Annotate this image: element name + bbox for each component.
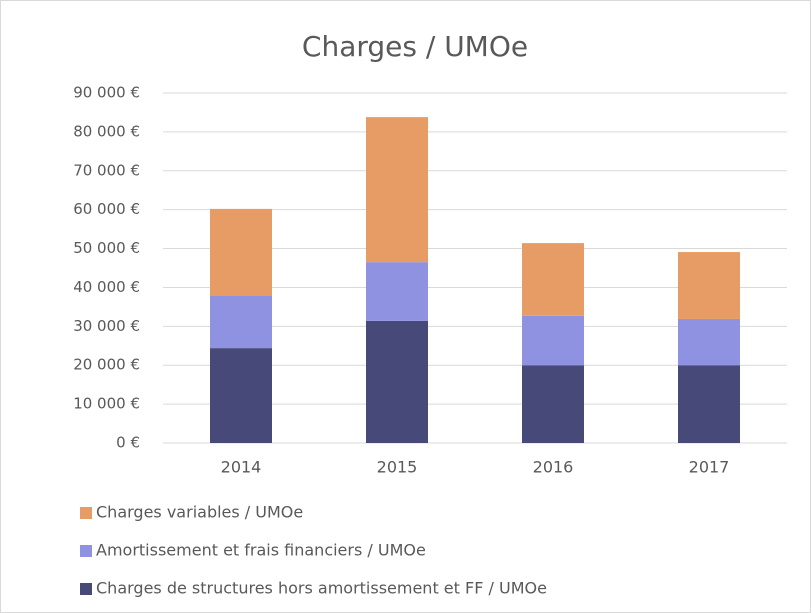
bar-segment	[366, 262, 428, 321]
y-tick-label: 40 000 €	[73, 278, 140, 296]
y-tick-label: 90 000 €	[73, 84, 140, 102]
legend-swatch	[80, 545, 92, 557]
bar-segment	[210, 296, 272, 349]
bar-segment	[366, 320, 428, 443]
x-tick-label: 2016	[533, 458, 574, 477]
chart-title: Charges / UMOe	[302, 30, 528, 63]
bar-segment	[522, 315, 584, 366]
y-tick-label: 10 000 €	[73, 395, 140, 413]
legend-label: Charges de structures hors amortissement…	[96, 579, 547, 598]
legend-swatch	[80, 507, 92, 519]
legend-label: Amortissement et frais financiers / UMOe	[96, 541, 426, 560]
legend-label: Charges variables / UMOe	[96, 503, 303, 522]
x-tick-label: 2015	[377, 458, 418, 477]
bar-segment	[210, 348, 272, 443]
y-tick-label: 30 000 €	[73, 317, 140, 335]
x-tick-label: 2014	[221, 458, 262, 477]
y-tick-label: 80 000 €	[73, 122, 140, 140]
bar-segment	[678, 365, 740, 443]
y-tick-label: 0 €	[116, 434, 140, 452]
bar-segment	[678, 318, 740, 366]
x-tick-label: 2017	[689, 458, 730, 477]
bar-segment	[678, 252, 740, 319]
y-tick-label: 20 000 €	[73, 356, 140, 374]
y-tick-label: 50 000 €	[73, 239, 140, 257]
y-tick-label: 70 000 €	[73, 161, 140, 179]
bar-segment	[366, 117, 428, 263]
y-tick-label: 60 000 €	[73, 200, 140, 218]
legend-swatch	[80, 583, 92, 595]
bar-segment	[522, 243, 584, 316]
bar-segment	[522, 365, 584, 443]
bar-segment	[210, 208, 272, 296]
